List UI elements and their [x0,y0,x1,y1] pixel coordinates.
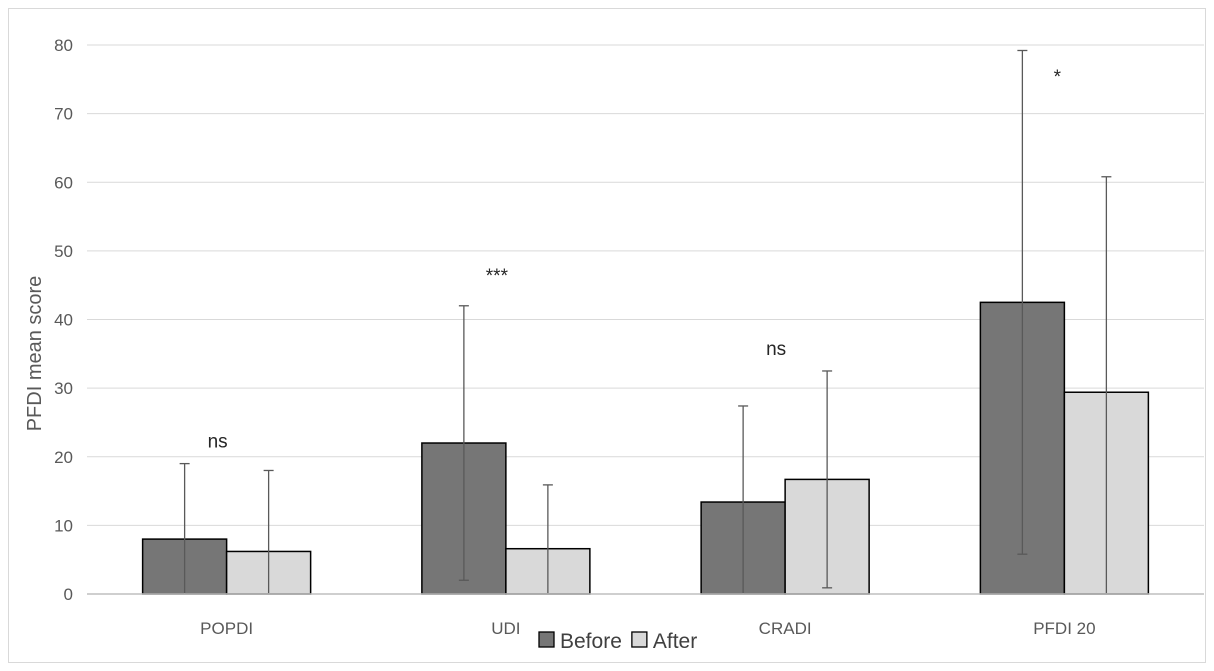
y-tick-label: 30 [54,379,73,398]
y-tick-labels: 0 10 20 30 40 50 60 70 80 [54,36,73,604]
legend-swatch-after [631,631,648,648]
y-tick-label: 10 [54,516,73,535]
significance-annotations: ns *** ns * [208,67,1062,453]
y-tick-label: 70 [54,105,73,124]
legend-swatch-before [538,631,555,648]
y-axis-title: PFDI mean score [24,276,46,432]
chart-container: 0 10 20 30 40 50 60 70 80 POPDI UDI CRADI PFDI 20 n… [8,8,1206,663]
y-tick-label: 20 [54,448,73,467]
x-category-label: PFDI 20 [1033,619,1095,638]
significance-label: * [1054,67,1062,88]
y-tick-label: 60 [54,173,73,192]
legend-label-after: After [653,630,697,653]
y-tick-label: 0 [64,585,73,604]
significance-label: ns [208,432,228,453]
y-tick-label: 50 [54,242,73,261]
significance-label: ns [766,339,786,360]
legend: Before After [538,630,697,653]
gridlines [87,44,1204,526]
x-category-labels: POPDI UDI CRADI PFDI 20 [200,619,1095,638]
bar-chart: 0 10 20 30 40 50 60 70 80 POPDI UDI CRADI PFDI 20 n… [24,36,1204,653]
error-bars [179,49,1112,594]
significance-label: *** [486,266,509,287]
bars [141,301,1150,595]
y-tick-label: 80 [54,36,73,55]
x-category-label: POPDI [200,619,253,638]
y-tick-label: 40 [54,311,73,330]
x-category-label: UDI [491,619,520,638]
x-category-label: CRADI [759,619,812,638]
legend-label-before: Before [560,630,622,653]
